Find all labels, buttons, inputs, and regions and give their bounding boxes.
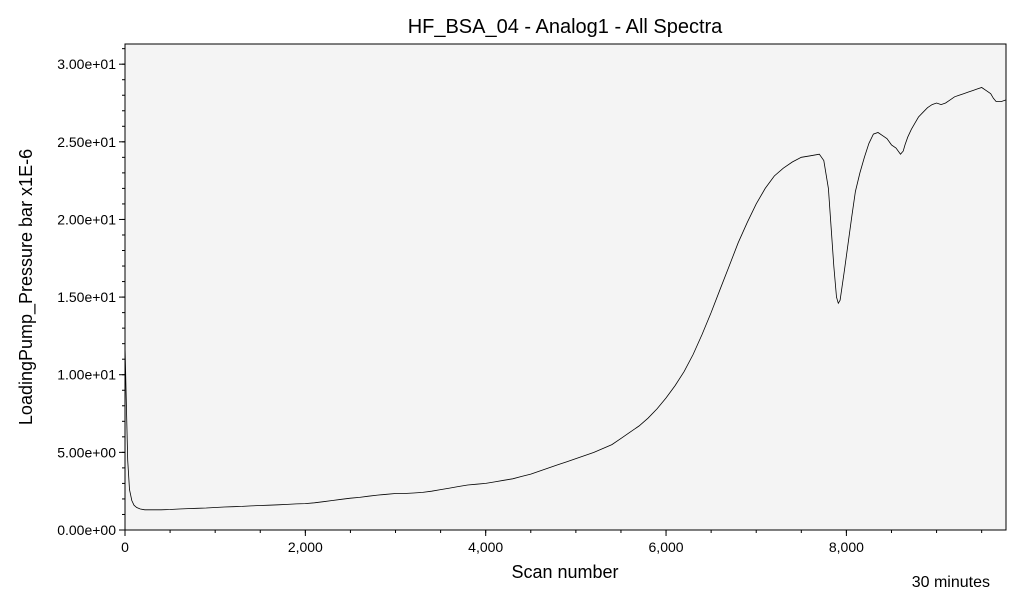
x-tick-label: 6,000 — [649, 539, 684, 555]
y-tick-label: 2.00e+01 — [57, 211, 116, 227]
y-tick-label: 3.00e+01 — [57, 56, 116, 72]
y-tick-label: 1.50e+01 — [57, 289, 116, 305]
y-tick-label: 5.00e+00 — [57, 444, 116, 460]
x-tick-label: 8,000 — [829, 539, 864, 555]
x-tick-label: 2,000 — [288, 539, 323, 555]
x-tick-label: 4,000 — [468, 539, 503, 555]
y-tick-label: 0.00e+00 — [57, 522, 116, 538]
y-tick-label: 2.50e+01 — [57, 134, 116, 150]
y-tick-label: 1.00e+01 — [57, 367, 116, 383]
series-line — [124, 87, 1007, 511]
plot-area — [124, 43, 1007, 531]
x-tick-label: 0 — [121, 539, 129, 555]
x-axis-label: Scan number — [511, 562, 618, 582]
x-axis-ticks: 0 2,000 4,000 6,000 8,000 — [121, 530, 864, 555]
y-axis-label: LoadingPump_Pressure bar x1E-6 — [16, 149, 37, 425]
duration-label: 30 minutes — [912, 574, 990, 591]
chart-title: HF_BSA_04 - Analog1 - All Spectra — [408, 16, 723, 38]
y-axis-ticks: 0.00e+00 5.00e+00 1.00e+01 1.50e+01 2.00e+01… — [57, 56, 125, 538]
